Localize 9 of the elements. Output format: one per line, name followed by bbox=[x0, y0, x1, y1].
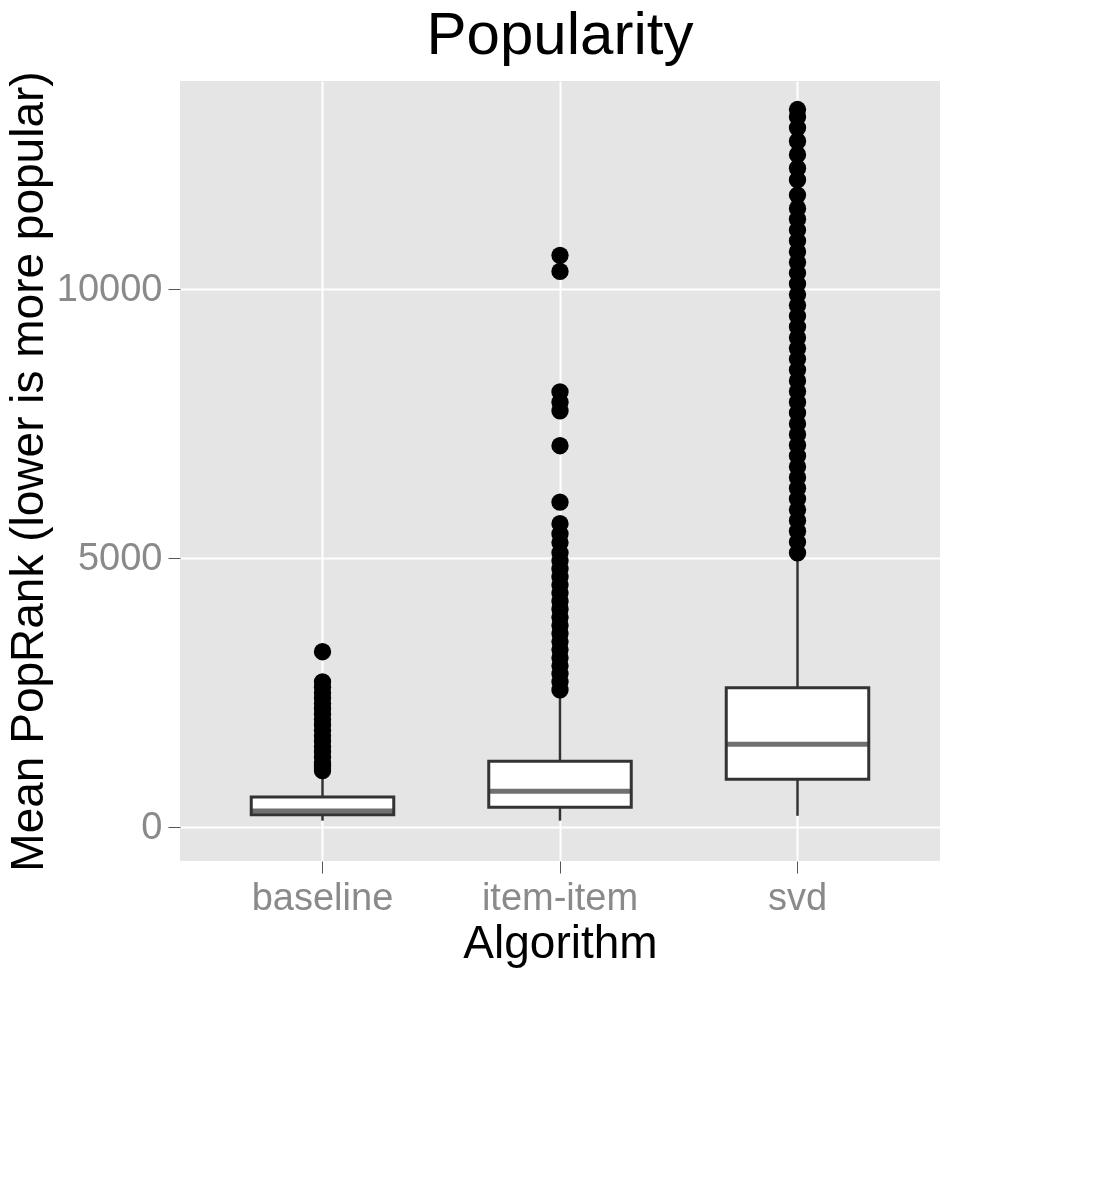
x-tick-label: item-item bbox=[481, 875, 639, 918]
y-axis-title: Mean PopRank (lower is more popular) bbox=[0, 71, 53, 872]
y-tick-label: 5000 bbox=[77, 535, 163, 578]
x-axis-title: Algorithm bbox=[463, 915, 658, 968]
y-tick-label: 10000 bbox=[56, 266, 163, 309]
y-tick-label: 0 bbox=[141, 804, 163, 847]
x-tick-label: baseline bbox=[251, 875, 394, 918]
chart-title: Popularity bbox=[426, 0, 694, 67]
x-tick-label: svd bbox=[767, 875, 828, 918]
